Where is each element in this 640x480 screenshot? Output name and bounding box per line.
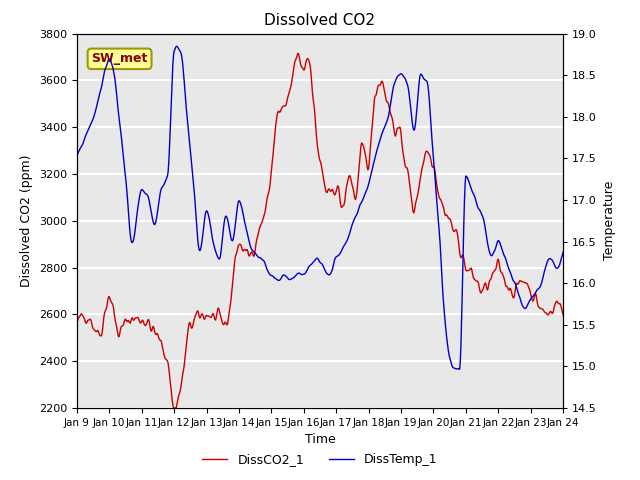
- Text: SW_met: SW_met: [92, 52, 148, 65]
- DissCO2_1: [380, 85, 388, 91]
- DissCO2_1: [182, 348, 189, 353]
- DissTemp_1: [132, 223, 140, 228]
- DissTemp_1: [173, 43, 180, 49]
- DissTemp_1: [182, 98, 189, 104]
- Legend: DissCO2_1, DissTemp_1: DissCO2_1, DissTemp_1: [197, 448, 443, 471]
- DissCO2_1: [73, 320, 81, 326]
- Y-axis label: Dissolved CO2 (ppm): Dissolved CO2 (ppm): [20, 155, 33, 287]
- DissCO2_1: [82, 320, 90, 325]
- DissTemp_1: [82, 133, 90, 139]
- DissCO2_1: [559, 312, 567, 318]
- DissTemp_1: [455, 366, 463, 372]
- Title: Dissolved CO2: Dissolved CO2: [264, 13, 376, 28]
- X-axis label: Time: Time: [305, 433, 335, 446]
- DissTemp_1: [380, 128, 387, 133]
- DissCO2_1: [207, 314, 215, 320]
- Line: DissCO2_1: DissCO2_1: [77, 53, 563, 408]
- DissTemp_1: [394, 74, 401, 80]
- DissTemp_1: [207, 229, 215, 235]
- DissTemp_1: [73, 153, 81, 159]
- DissCO2_1: [294, 50, 302, 56]
- DissCO2_1: [132, 315, 140, 321]
- Y-axis label: Temperature: Temperature: [602, 181, 616, 261]
- Line: DissTemp_1: DissTemp_1: [77, 46, 563, 369]
- DissCO2_1: [170, 405, 178, 411]
- DissCO2_1: [394, 125, 402, 131]
- DissTemp_1: [559, 249, 567, 254]
